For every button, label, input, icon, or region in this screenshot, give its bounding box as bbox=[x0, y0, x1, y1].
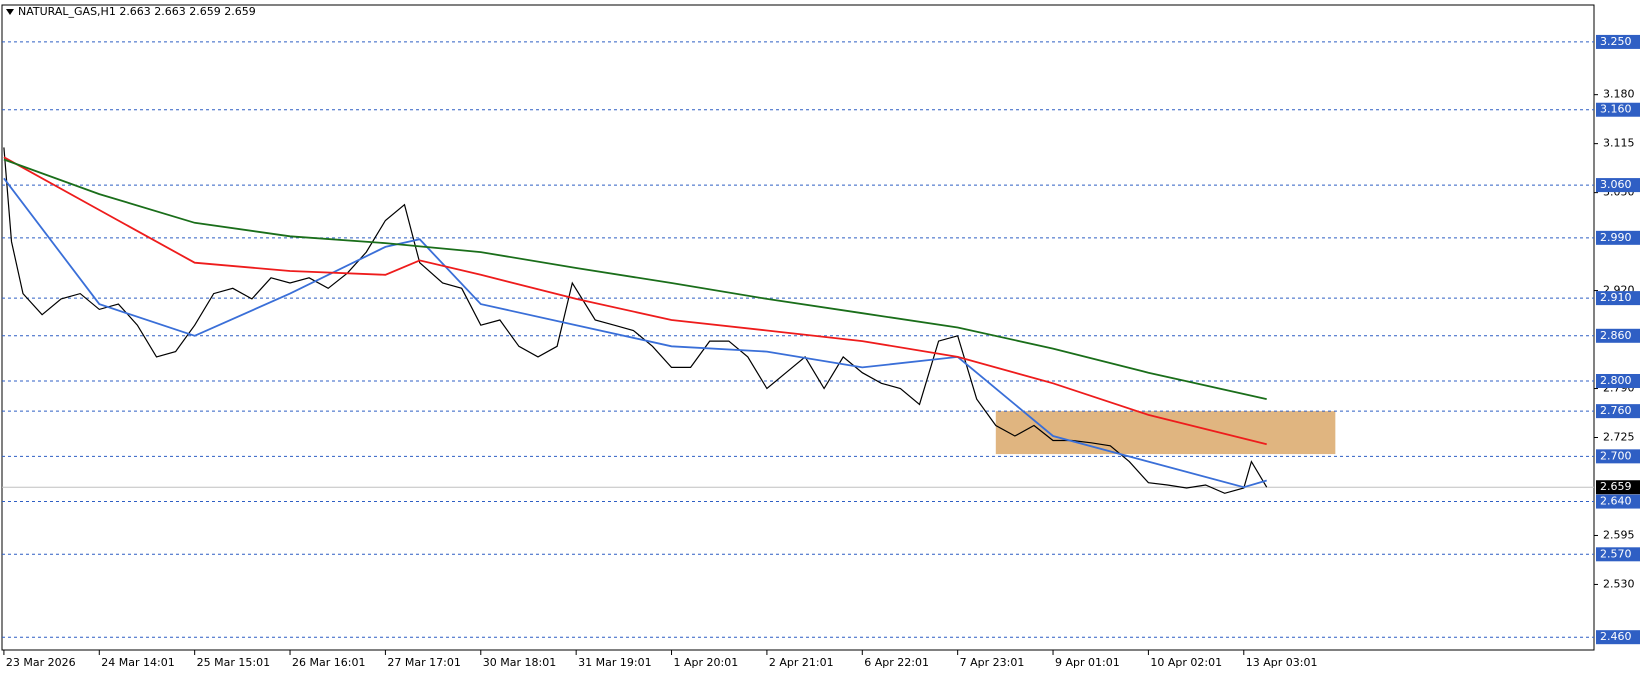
level-label-box bbox=[1596, 404, 1640, 419]
x-tick-label: 24 Mar 14:01 bbox=[101, 656, 174, 669]
x-tick-label: 9 Apr 01:01 bbox=[1055, 656, 1120, 669]
level-label: 2.700 bbox=[1600, 449, 1632, 462]
level-label: 2.990 bbox=[1600, 231, 1632, 244]
x-tick-label: 13 Apr 03:01 bbox=[1246, 656, 1318, 669]
level-label: 2.860 bbox=[1600, 329, 1632, 342]
level-label: 3.160 bbox=[1600, 103, 1632, 116]
level-label: 2.800 bbox=[1600, 374, 1632, 387]
level-label-box bbox=[1596, 291, 1640, 306]
y-tick-label: 3.180 bbox=[1603, 88, 1635, 101]
chart-title: NATURAL_GAS,H1 2.663 2.663 2.659 2.659 bbox=[18, 5, 256, 18]
level-label-box bbox=[1596, 630, 1640, 645]
level-label: 3.250 bbox=[1600, 35, 1632, 48]
price-label-box bbox=[1596, 480, 1640, 495]
level-label-box bbox=[1596, 547, 1640, 562]
x-tick-label: 26 Mar 16:01 bbox=[292, 656, 365, 669]
level-label-box bbox=[1596, 328, 1640, 343]
level-label: 2.640 bbox=[1600, 495, 1632, 508]
x-tick-label: 2 Apr 21:01 bbox=[769, 656, 834, 669]
y-tick-label: 2.595 bbox=[1603, 528, 1635, 541]
y-tick-label: 2.530 bbox=[1603, 577, 1635, 590]
level-label: 2.570 bbox=[1600, 547, 1632, 560]
series-line bbox=[3, 158, 1267, 400]
level-label: 2.760 bbox=[1600, 404, 1632, 417]
y-tick-label: 2.725 bbox=[1603, 431, 1635, 444]
level-label-box bbox=[1596, 178, 1640, 193]
x-tick-label: 27 Mar 17:01 bbox=[387, 656, 460, 669]
level-label: 2.910 bbox=[1600, 291, 1632, 304]
level-label-box bbox=[1596, 102, 1640, 117]
level-label-box bbox=[1596, 230, 1640, 245]
level-label-box bbox=[1596, 494, 1640, 509]
series-line bbox=[3, 177, 1267, 489]
x-tick-label: 30 Mar 18:01 bbox=[483, 656, 556, 669]
menu-arrow[interactable] bbox=[6, 9, 14, 15]
zone bbox=[995, 411, 1336, 455]
x-tick-label: 10 Apr 02:01 bbox=[1150, 656, 1222, 669]
level-label: 3.060 bbox=[1600, 178, 1632, 191]
level-label-box bbox=[1596, 449, 1640, 464]
plot-frame bbox=[1, 4, 1595, 651]
price-label: 2.659 bbox=[1600, 480, 1632, 493]
y-tick-label: 3.115 bbox=[1603, 137, 1635, 150]
x-tick-label: 7 Apr 23:01 bbox=[960, 656, 1025, 669]
level-label: 2.460 bbox=[1600, 630, 1632, 643]
series-line bbox=[3, 156, 1267, 446]
x-tick-label: 25 Mar 15:01 bbox=[197, 656, 270, 669]
x-tick-label: 1 Apr 20:01 bbox=[674, 656, 739, 669]
series-line bbox=[3, 147, 1268, 494]
level-label-box bbox=[1596, 34, 1640, 49]
x-tick-label: 23 Mar 2026 bbox=[6, 656, 76, 669]
x-tick-label: 6 Apr 22:01 bbox=[864, 656, 929, 669]
x-tick-label: 31 Mar 19:01 bbox=[578, 656, 651, 669]
level-label-box bbox=[1596, 373, 1640, 388]
